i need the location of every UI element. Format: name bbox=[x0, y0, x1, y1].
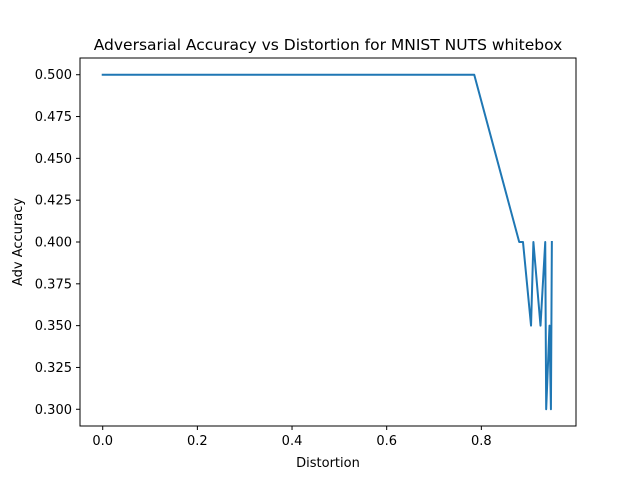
chart-title: Adversarial Accuracy vs Distortion for M… bbox=[94, 36, 563, 54]
y-tick-label: 0.350 bbox=[35, 319, 72, 334]
x-tick-label: 0.2 bbox=[187, 434, 208, 449]
y-tick-label: 0.475 bbox=[35, 110, 72, 125]
plot-area: 0.0 0.2 0.4 0.6 0.8 0.300 0.325 0.350 0.375 0.400… bbox=[35, 57, 577, 449]
series-line bbox=[101, 73, 553, 411]
x-tick-label: 0.0 bbox=[92, 434, 113, 449]
y-tick-label: 0.400 bbox=[35, 236, 72, 251]
x-tick-label: 0.6 bbox=[376, 434, 397, 449]
x-tick-label: 0.4 bbox=[282, 434, 303, 449]
y-tick-label: 0.300 bbox=[35, 403, 72, 418]
y-tick-label: 0.450 bbox=[35, 152, 72, 167]
y-axis-label: Adv Accuracy bbox=[11, 198, 26, 286]
y-tick-label: 0.325 bbox=[35, 361, 72, 376]
y-tick-label: 0.500 bbox=[35, 68, 72, 83]
x-tick-label: 0.8 bbox=[471, 434, 492, 449]
x-axis-label: Distortion bbox=[296, 456, 360, 471]
y-tick-label: 0.425 bbox=[35, 194, 72, 209]
y-tick-label: 0.375 bbox=[35, 277, 72, 292]
